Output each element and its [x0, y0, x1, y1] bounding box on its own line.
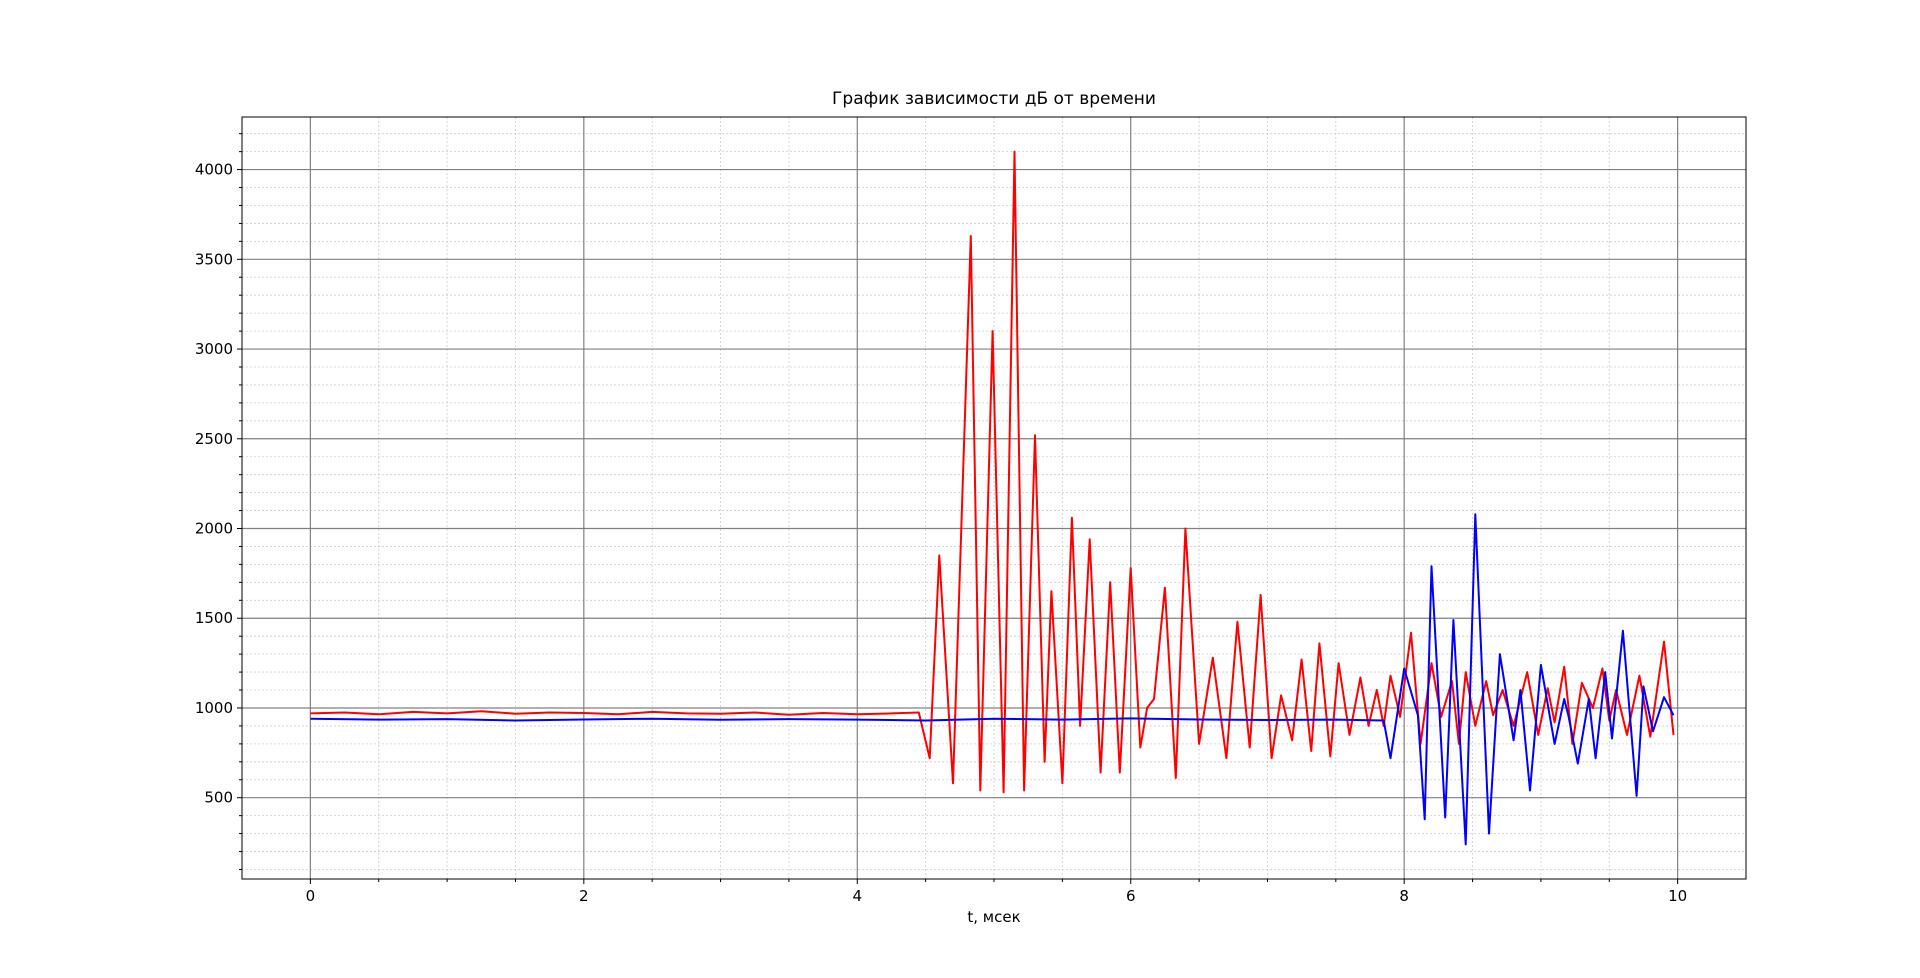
x-tick-label: 6: [1126, 887, 1136, 905]
x-tick-label: 0: [306, 887, 316, 905]
y-tick-label: 2500: [195, 430, 233, 448]
y-tick-label: 1000: [195, 699, 233, 717]
plot-frame: [241, 116, 1747, 880]
y-tick-label: 4000: [195, 161, 233, 179]
x-tick-label: 8: [1399, 887, 1409, 905]
x-axis-label: t, мсек: [967, 908, 1020, 926]
chart-title: График зависимости дБ от времени: [832, 89, 1156, 109]
y-tick-label: 2000: [195, 520, 233, 538]
x-tick-label: 2: [579, 887, 589, 905]
data-line: [310, 513, 1675, 846]
x-tick-label: 10: [1668, 887, 1687, 905]
x-tick-label: 4: [852, 887, 862, 905]
y-tick-label: 1500: [195, 609, 233, 627]
y-tick-label: 3000: [195, 340, 233, 358]
y-tick-label: 3500: [195, 250, 233, 268]
y-tick-label: 500: [204, 789, 233, 807]
